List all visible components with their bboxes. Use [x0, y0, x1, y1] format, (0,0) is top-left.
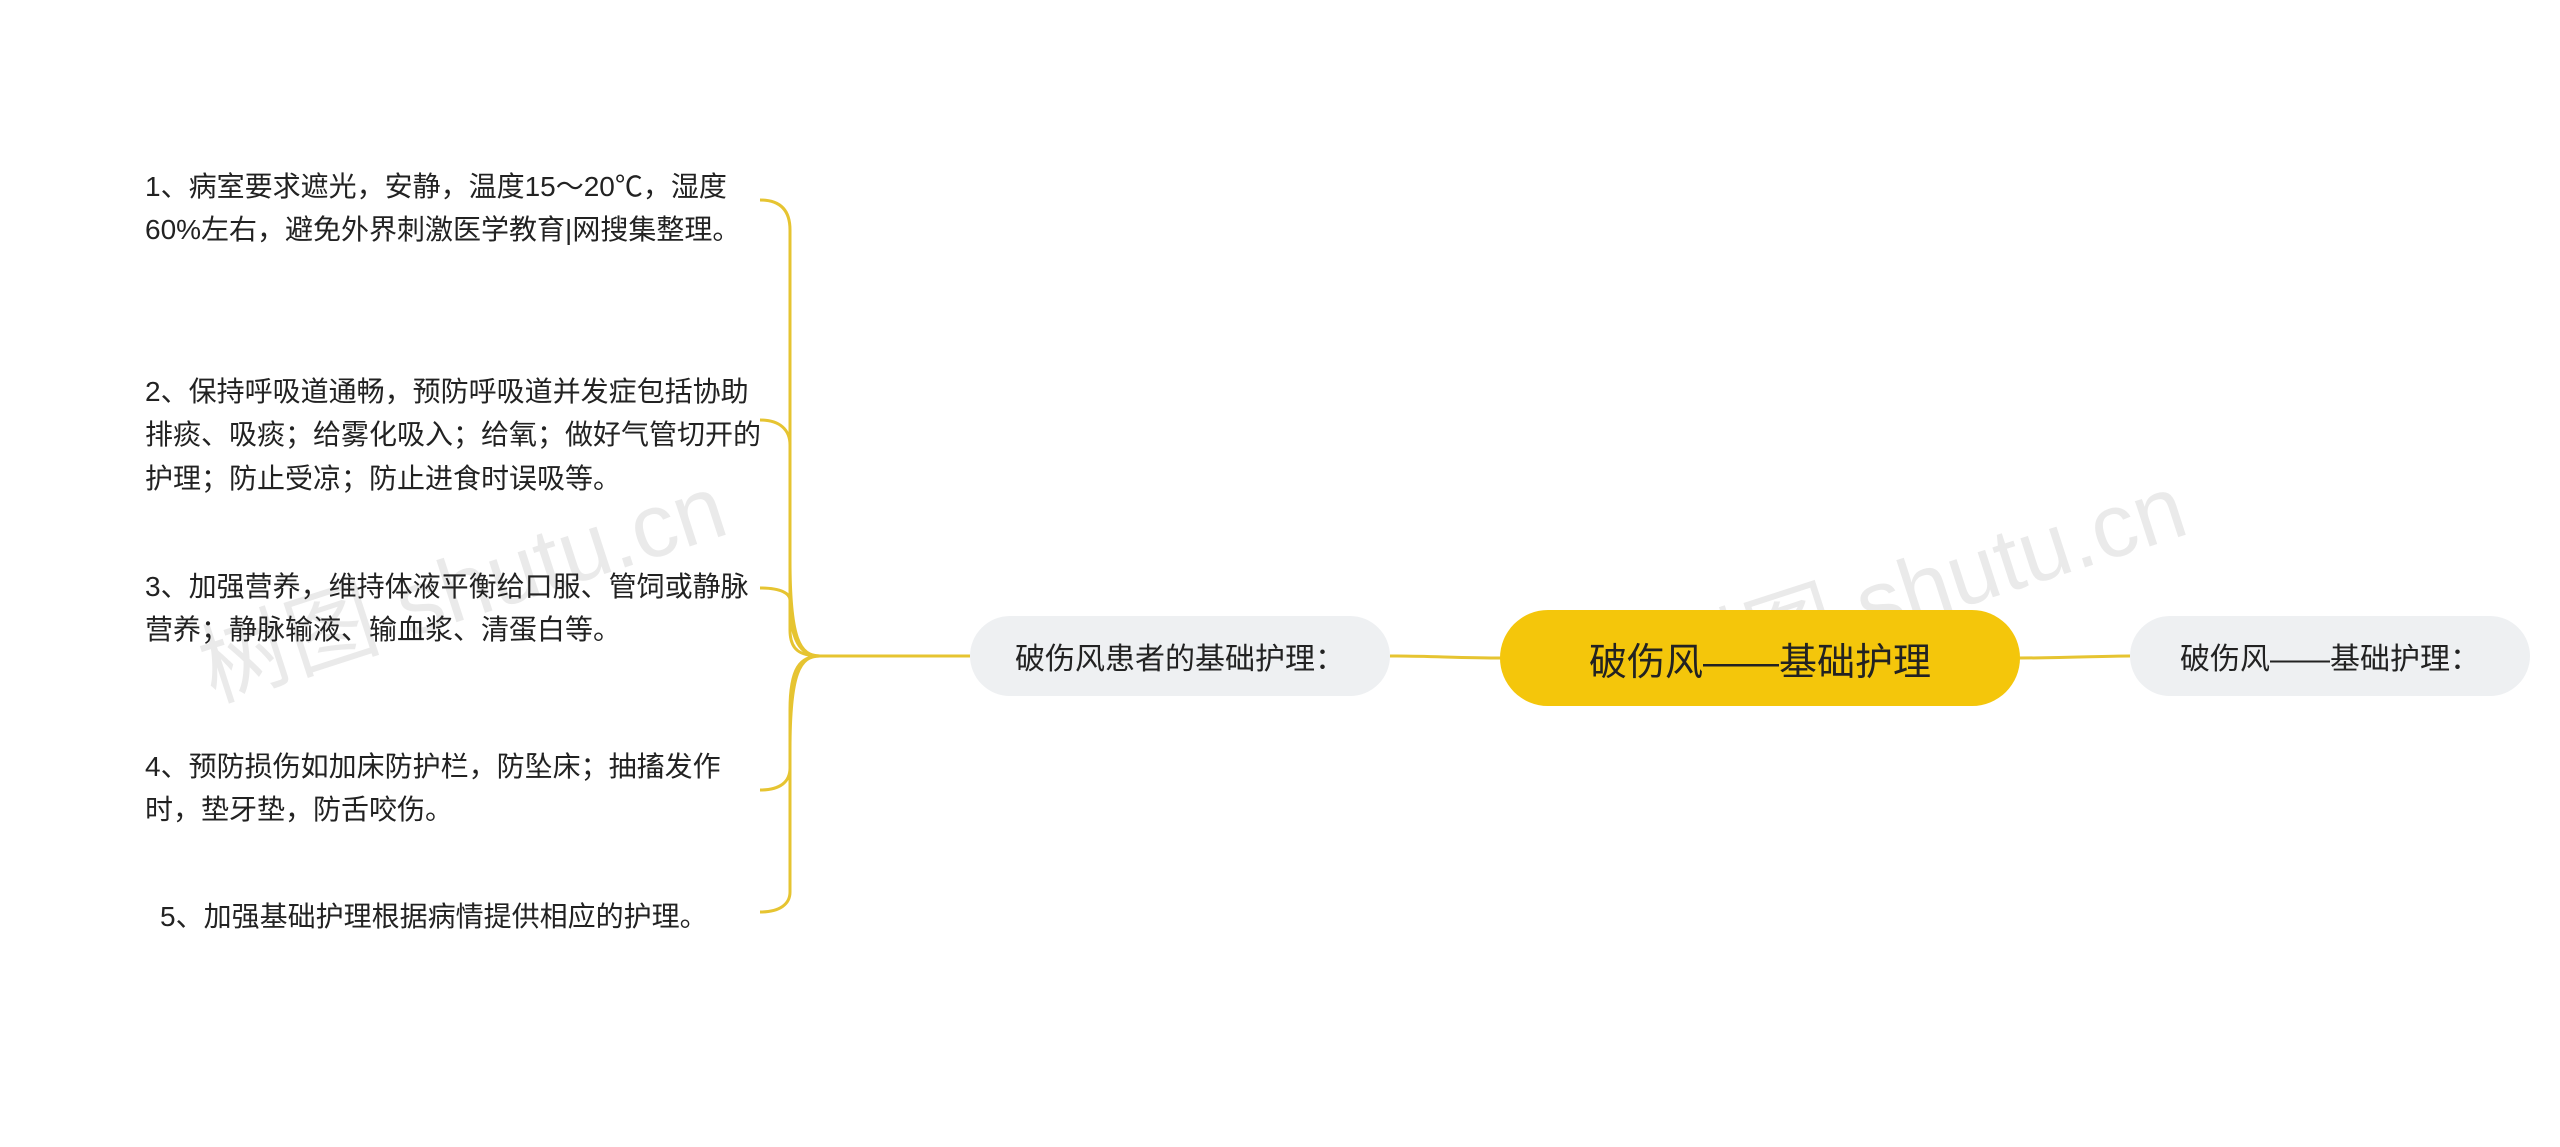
left-branch-label: 破伤风患者的基础护理： — [1015, 634, 1345, 678]
center-node-label: 破伤风——基础护理 — [1589, 631, 1931, 686]
center-node[interactable]: 破伤风——基础护理 — [1500, 610, 2020, 706]
left-branch-node[interactable]: 破伤风患者的基础护理： — [970, 616, 1390, 696]
leaf-item: 4、预防损伤如加床防护栏，防坠床；抽搐发作时，垫牙垫，防舌咬伤。 — [145, 745, 765, 832]
leaf-item: 5、加强基础护理根据病情提供相应的护理。 — [160, 895, 708, 938]
leaf-item: 1、病室要求遮光，安静，温度15～20℃，湿度60%左右，避免外界刺激医学教育|… — [145, 165, 765, 252]
right-branch-label: 破伤风——基础护理： — [2180, 634, 2480, 678]
right-branch-node[interactable]: 破伤风——基础护理： — [2130, 616, 2530, 696]
leaf-item: 3、加强营养，维持体液平衡给口服、管饲或静脉营养；静脉输液、输血浆、清蛋白等。 — [145, 565, 765, 652]
leaf-item: 2、保持呼吸道通畅，预防呼吸道并发症包括协助排痰、吸痰；给雾化吸入；给氧；做好气… — [145, 370, 765, 500]
